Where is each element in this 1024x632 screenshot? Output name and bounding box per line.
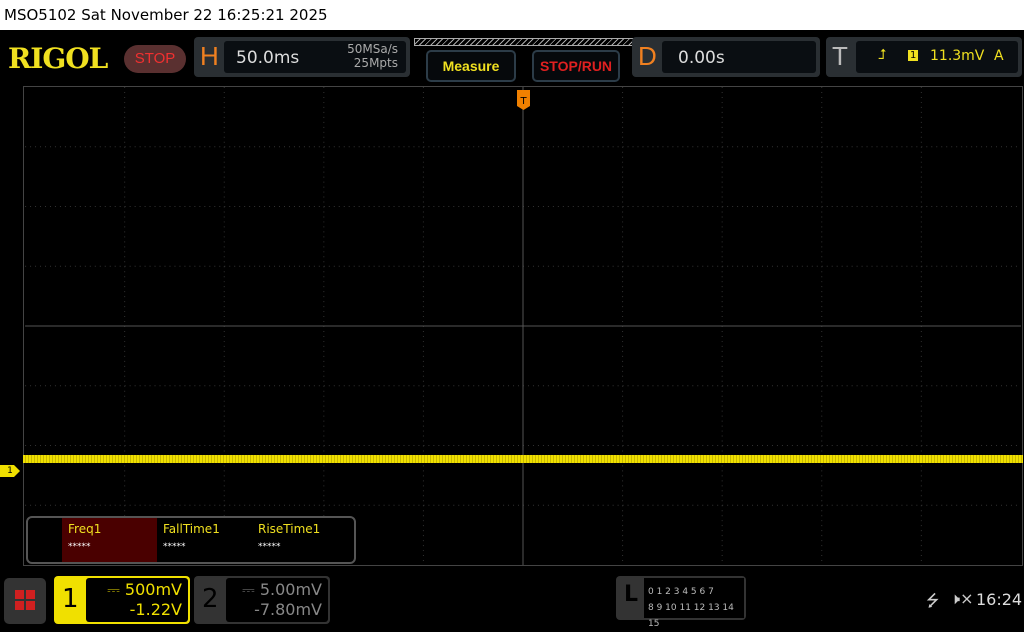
- rigol-logo: RIGOL: [8, 42, 108, 75]
- channel1-scale-value: 500mV: [124, 580, 182, 599]
- title-bar: MSO5102 Sat November 22 16:25:21 2025: [0, 0, 1024, 30]
- channel1-panel[interactable]: 1 ⎓ 500mV -1.22V: [54, 576, 190, 624]
- acq-info: 50MSa/s 25Mpts: [347, 42, 398, 70]
- measurement-panel: Freq1 ***** FallTime1 ***** RiseTime1 *****: [26, 516, 356, 564]
- memory-overview-bar[interactable]: [414, 38, 634, 46]
- trigger-source: 1: [908, 50, 919, 61]
- rising-edge-icon: ⮥: [878, 47, 887, 63]
- sample-rate: 50MSa/s: [347, 42, 398, 56]
- delay-panel[interactable]: D 0.00s: [632, 37, 820, 77]
- trigger-panel[interactable]: T ⮥ 1 11.3mV A: [826, 37, 1022, 77]
- trigger-position-marker[interactable]: T: [517, 90, 530, 110]
- run-state-badge[interactable]: STOP: [124, 45, 186, 73]
- channel2-offset: -7.80mV: [254, 600, 322, 619]
- measurement-label: Freq1: [68, 522, 102, 536]
- channel2-panel[interactable]: 2 ⎓ 5.00mV -7.80mV: [194, 576, 330, 624]
- measurement-value: *****: [258, 542, 281, 552]
- memory-depth: 25Mpts: [353, 56, 398, 70]
- measurement-item[interactable]: RiseTime1 *****: [252, 518, 347, 562]
- channel1-offset: -1.22V: [129, 600, 182, 619]
- measurement-item[interactable]: Freq1 *****: [62, 518, 157, 562]
- trigger-letter: T: [832, 41, 848, 71]
- logic-panel[interactable]: L 0 1 2 3 4 5 6 7 8 9 10 11 12 13 14 15: [616, 576, 746, 629]
- measurement-value: *****: [163, 542, 186, 552]
- logic-channels-row1: 0 1 2 3 4 5 6 7: [648, 587, 714, 597]
- channel1-marker[interactable]: 1: [0, 465, 20, 477]
- delay-value: 0.00s: [678, 48, 725, 68]
- channel2-scale: ⎓ 5.00mV: [232, 580, 322, 600]
- main-menu-button[interactable]: [4, 578, 46, 624]
- clock: 16:24: [976, 590, 1023, 609]
- horizontal-letter: H: [200, 41, 219, 71]
- grid-menu-icon: [15, 590, 35, 610]
- channel1-number: 1: [62, 584, 79, 614]
- trigger-mode: A: [994, 48, 1004, 64]
- channel2-scale-value: 5.00mV: [259, 580, 322, 599]
- delay-letter: D: [638, 41, 657, 71]
- muted-speaker-icon[interactable]: 🕨×: [950, 589, 974, 608]
- trigger-level: 11.3mV: [930, 48, 985, 64]
- measurement-value: *****: [68, 542, 91, 552]
- logic-letter: L: [624, 582, 639, 607]
- channel1-scale: ⎓ 500mV: [92, 580, 182, 600]
- timebase: 50.0ms: [236, 48, 300, 68]
- dc-coupling-icon: ⎓: [241, 580, 260, 599]
- usb-icon: ⭍: [926, 591, 940, 610]
- measurement-label: RiseTime1: [258, 522, 321, 536]
- channel2-number: 2: [202, 584, 219, 614]
- channel1-trace: [23, 455, 1023, 463]
- waveform-grid[interactable]: [23, 86, 1023, 566]
- logic-channels-row2: 8 9 10 11 12 13 14 15: [648, 603, 734, 629]
- dc-coupling-icon: ⎓: [107, 580, 125, 599]
- stop-run-button[interactable]: STOP/RUN: [532, 50, 620, 82]
- measurement-label: FallTime1: [163, 522, 220, 536]
- measurement-item[interactable]: FallTime1 *****: [157, 518, 252, 562]
- measure-button[interactable]: Measure: [426, 50, 516, 82]
- horizontal-panel[interactable]: H 50.0ms 50MSa/s 25Mpts: [194, 37, 410, 77]
